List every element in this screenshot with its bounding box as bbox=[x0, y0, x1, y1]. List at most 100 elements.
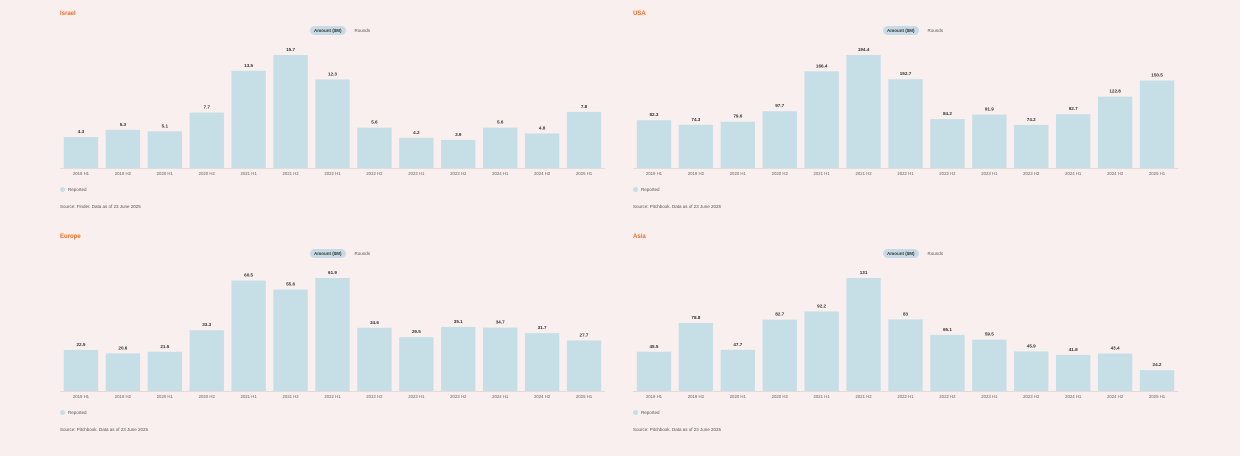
bar[interactable] bbox=[63, 349, 99, 391]
bar-chart: 4.3 2019 H1 5.3 2019 H2 5.1 2020 H1 7.7 2020 H2… bbox=[60, 47, 605, 176]
x-tick-label: 2023 H2 bbox=[450, 171, 467, 176]
bar[interactable] bbox=[972, 114, 1007, 168]
data-label: 74.2 bbox=[1027, 117, 1036, 122]
chart-panel-usa: USA Amount ($M) Rounds 82.3 2019 H1 74.3 20… bbox=[633, 8, 1193, 228]
x-tick-label: 2022 H1 bbox=[897, 171, 914, 176]
x-tick-label: 2020 H1 bbox=[730, 171, 747, 176]
bar[interactable] bbox=[483, 127, 518, 168]
bar[interactable] bbox=[357, 327, 392, 391]
rounds-toggle-button[interactable]: Rounds bbox=[351, 249, 375, 258]
data-label: 97.7 bbox=[775, 103, 784, 108]
x-tick-label: 2022 H1 bbox=[324, 171, 341, 176]
bar[interactable] bbox=[972, 339, 1007, 391]
bar[interactable] bbox=[147, 131, 182, 168]
bar[interactable] bbox=[189, 112, 224, 168]
bar[interactable] bbox=[441, 326, 476, 391]
bar[interactable] bbox=[273, 289, 308, 391]
bar[interactable] bbox=[930, 334, 965, 391]
bar[interactable] bbox=[147, 351, 182, 391]
data-label: 122.8 bbox=[1109, 89, 1121, 94]
bar[interactable] bbox=[720, 121, 755, 168]
x-tick-label: 2020 H1 bbox=[157, 394, 174, 399]
bar[interactable] bbox=[399, 337, 434, 391]
bar[interactable] bbox=[804, 71, 839, 168]
bar[interactable] bbox=[846, 55, 881, 168]
bar[interactable] bbox=[105, 353, 141, 391]
x-tick-label: 2023 H2 bbox=[450, 394, 467, 399]
data-label: 45.5 bbox=[649, 344, 658, 349]
data-label: 78.8 bbox=[691, 315, 700, 320]
bar[interactable] bbox=[762, 319, 797, 391]
x-tick-label: 2024 H2 bbox=[534, 171, 551, 176]
x-tick-label: 2019 H2 bbox=[688, 171, 705, 176]
x-tick-label: 2020 H1 bbox=[730, 394, 747, 399]
bar[interactable] bbox=[888, 79, 923, 168]
amount-toggle-button[interactable]: Amount ($M) bbox=[883, 26, 919, 35]
x-tick-label: 2023 H1 bbox=[981, 171, 998, 176]
bar[interactable] bbox=[1014, 351, 1049, 391]
amount-toggle-button[interactable]: Amount ($M) bbox=[310, 26, 346, 35]
bar[interactable] bbox=[1014, 124, 1049, 168]
bar[interactable] bbox=[1056, 354, 1091, 391]
data-label: 33.3 bbox=[202, 322, 211, 327]
bar[interactable] bbox=[231, 280, 266, 391]
bar[interactable] bbox=[189, 330, 224, 391]
bar[interactable] bbox=[357, 127, 392, 168]
bar[interactable] bbox=[1056, 114, 1091, 168]
bar[interactable] bbox=[566, 340, 602, 391]
bar[interactable] bbox=[273, 55, 308, 168]
x-tick-label: 2021 H2 bbox=[855, 394, 872, 399]
data-label: 7.7 bbox=[204, 105, 211, 110]
bar[interactable] bbox=[441, 139, 476, 168]
bar[interactable] bbox=[63, 137, 99, 168]
rounds-toggle-button[interactable]: Rounds bbox=[351, 26, 375, 35]
bar[interactable] bbox=[846, 278, 881, 391]
bar[interactable] bbox=[231, 70, 266, 168]
bar[interactable] bbox=[1139, 80, 1175, 168]
rounds-toggle-button[interactable]: Rounds bbox=[924, 249, 948, 258]
bar[interactable] bbox=[678, 323, 714, 391]
amount-toggle-button[interactable]: Amount ($M) bbox=[883, 249, 919, 258]
bar[interactable] bbox=[762, 111, 797, 168]
data-label: 4.3 bbox=[78, 129, 85, 134]
bar[interactable] bbox=[720, 349, 755, 391]
bar[interactable] bbox=[636, 351, 672, 391]
bar[interactable] bbox=[888, 319, 923, 391]
data-label: 5.1 bbox=[162, 123, 169, 128]
data-label: 34.6 bbox=[370, 320, 379, 325]
bar[interactable] bbox=[1097, 96, 1133, 168]
data-label: 82.7 bbox=[775, 312, 784, 317]
bar[interactable] bbox=[524, 133, 560, 168]
bar[interactable] bbox=[930, 119, 965, 168]
data-label: 3.9 bbox=[455, 132, 462, 137]
bar[interactable] bbox=[524, 333, 560, 391]
bar[interactable] bbox=[315, 79, 350, 168]
bar[interactable] bbox=[1139, 370, 1175, 391]
bar[interactable] bbox=[399, 137, 434, 168]
bar[interactable] bbox=[804, 311, 839, 391]
chart-panel-europe: Europe Amount ($M) Rounds 22.5 2019 H1 20.… bbox=[60, 231, 620, 451]
data-label: 131 bbox=[860, 270, 868, 275]
x-tick-label: 2024 H1 bbox=[492, 394, 509, 399]
amount-toggle-button[interactable]: Amount ($M) bbox=[310, 249, 346, 258]
data-label: 4.8 bbox=[539, 125, 546, 130]
x-tick-label: 2023 H1 bbox=[408, 394, 425, 399]
legend-swatch bbox=[60, 187, 65, 192]
legend-label: Reported bbox=[68, 187, 87, 192]
bar-chart: 82.3 2019 H1 74.3 2019 H2 79.6 2020 H1 97.7 202… bbox=[633, 47, 1178, 176]
chart-title: Europe bbox=[60, 234, 81, 240]
bar[interactable] bbox=[483, 327, 518, 391]
bar[interactable] bbox=[636, 120, 672, 168]
x-tick-label: 2021 H2 bbox=[282, 171, 299, 176]
data-label: 35.1 bbox=[454, 319, 463, 324]
source-note: Source: Pitchbook. Data as of 23 June 20… bbox=[633, 427, 722, 432]
bar[interactable] bbox=[315, 278, 350, 391]
bar[interactable] bbox=[1097, 353, 1133, 391]
rounds-toggle-button[interactable]: Rounds bbox=[924, 26, 948, 35]
bar[interactable] bbox=[566, 111, 602, 168]
x-tick-label: 2021 H2 bbox=[282, 394, 299, 399]
bar[interactable] bbox=[105, 129, 141, 168]
bar[interactable] bbox=[678, 124, 714, 168]
data-label: 55.6 bbox=[286, 282, 295, 287]
